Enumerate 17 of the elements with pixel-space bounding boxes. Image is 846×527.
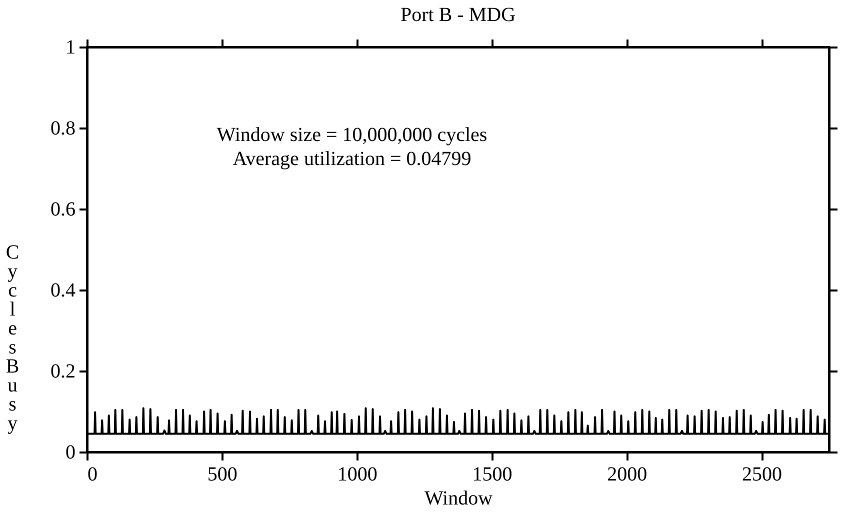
y-tick-label: 0 — [66, 442, 76, 464]
x-axis-title: Window — [424, 488, 494, 510]
y-tick-label: 1 — [66, 36, 76, 58]
x-tick-label: 2000 — [607, 464, 648, 486]
annotation: Window size = 10,000,000 cycles — [216, 124, 488, 146]
y-tick-label: 0.2 — [50, 360, 76, 382]
x-tick-label: 1500 — [472, 464, 512, 486]
x-tick-label: 0 — [88, 464, 98, 486]
y-tick-label: 0.8 — [50, 118, 76, 140]
y-tick-label: 0.6 — [50, 198, 76, 220]
text: Cycles Busy — [6, 242, 20, 434]
annotation: Average utilization = 0.04799 — [232, 148, 472, 170]
x-tick-label: 1000 — [337, 464, 378, 486]
x-tick-label: 500 — [207, 464, 238, 486]
chart-title: Port B - MDG — [400, 4, 516, 26]
y-tick-label: 0.4 — [50, 280, 76, 302]
x-tick-label: 2500 — [742, 464, 782, 486]
